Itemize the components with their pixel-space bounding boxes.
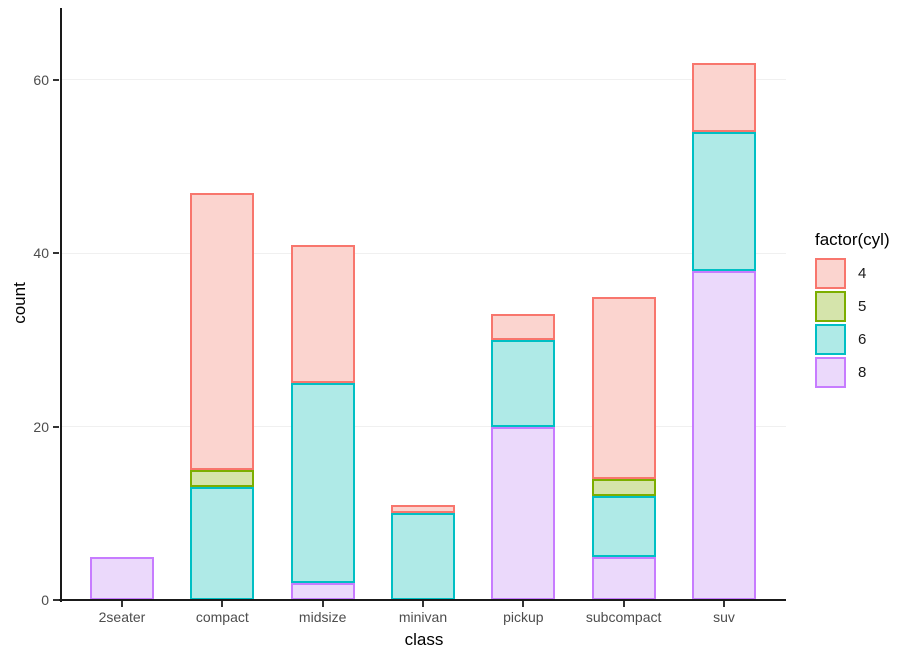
bar-segment-minivan-cyl4 xyxy=(390,504,455,514)
y-axis-title: count xyxy=(10,282,29,324)
legend-swatch-icon-8 xyxy=(815,357,846,388)
y-tick-label-20: 20 xyxy=(33,418,49,435)
legend-label-6: 6 xyxy=(858,331,867,348)
legend-label-5: 5 xyxy=(858,298,867,315)
legend-label-4: 4 xyxy=(858,265,867,282)
bar-segment-minivan-cyl6 xyxy=(390,513,455,600)
legend-swatch-icon-4 xyxy=(815,258,846,289)
y-tick-label-60: 60 xyxy=(33,71,49,88)
x-tick-mark-compact xyxy=(221,601,224,607)
y-tick-mark-0 xyxy=(53,599,59,601)
bar-segment-pickup-cyl4 xyxy=(491,313,556,340)
x-tick-label-minivan: minivan xyxy=(398,609,448,625)
bar-segment-suv-cyl4 xyxy=(691,62,756,132)
legend-label-8: 8 xyxy=(858,364,867,381)
bar-segment-suv-cyl8 xyxy=(691,270,756,600)
bar-segment-midsize-cyl4 xyxy=(290,244,355,384)
legend-swatch-icon-6 xyxy=(815,324,846,355)
legend-item-6: 6 xyxy=(815,324,890,355)
legend: factor(cyl) 4 5 6 8 xyxy=(815,230,890,390)
y-tick-mark-20 xyxy=(53,425,59,428)
legend-item-5: 5 xyxy=(815,291,890,322)
x-tick-label-pickup: pickup xyxy=(503,609,544,625)
y-axis-line xyxy=(59,8,62,602)
legend-item-8: 8 xyxy=(815,357,890,388)
legend-swatch-icon-5 xyxy=(815,291,846,322)
x-tick-mark-pickup xyxy=(522,601,525,607)
x-tick-label-suv: suv xyxy=(713,609,735,625)
legend-item-4: 4 xyxy=(815,258,890,289)
y-tick-mark-40 xyxy=(53,252,59,255)
bar-segment-compact-cyl4 xyxy=(190,192,255,470)
bar-segment-2seater-cyl8 xyxy=(90,556,154,600)
x-tick-mark-2seater xyxy=(121,601,123,607)
bar-segment-subcompact-cyl8 xyxy=(591,556,656,600)
bar-segment-subcompact-cyl5 xyxy=(591,478,656,496)
bar-segment-subcompact-cyl6 xyxy=(591,495,656,557)
x-tick-mark-subcompact xyxy=(622,601,625,607)
y-tick-mark-60 xyxy=(53,78,59,81)
gridline-y-40 xyxy=(61,252,786,254)
y-tick-label-40: 40 xyxy=(33,245,49,262)
x-tick-label-subcompact: subcompact xyxy=(585,609,662,625)
x-tick-mark-midsize xyxy=(321,601,324,607)
x-tick-mark-minivan xyxy=(421,601,424,607)
x-axis-line xyxy=(56,599,786,601)
x-axis-title: class xyxy=(404,630,444,649)
bar-segment-compact-cyl5 xyxy=(190,469,255,488)
bar-segment-pickup-cyl8 xyxy=(491,426,556,600)
x-tick-mark-suv xyxy=(722,601,725,607)
x-tick-label-compact: compact xyxy=(195,609,249,625)
x-tick-label-midsize: midsize xyxy=(298,609,347,625)
bar-segment-midsize-cyl6 xyxy=(290,383,355,583)
bar-segment-compact-cyl6 xyxy=(190,487,255,600)
bar-segment-subcompact-cyl4 xyxy=(591,296,656,479)
bar-segment-midsize-cyl8 xyxy=(290,582,355,600)
gridline-y-60 xyxy=(61,79,786,81)
gridline-y-20 xyxy=(61,426,786,428)
bar-segment-suv-cyl6 xyxy=(691,131,756,271)
bar-segment-pickup-cyl6 xyxy=(491,339,556,427)
y-tick-label-0: 0 xyxy=(41,592,49,608)
legend-keys: 4 5 6 8 xyxy=(815,258,890,388)
x-tick-label-2seater: 2seater xyxy=(98,609,146,625)
legend-title: factor(cyl) xyxy=(815,230,890,249)
